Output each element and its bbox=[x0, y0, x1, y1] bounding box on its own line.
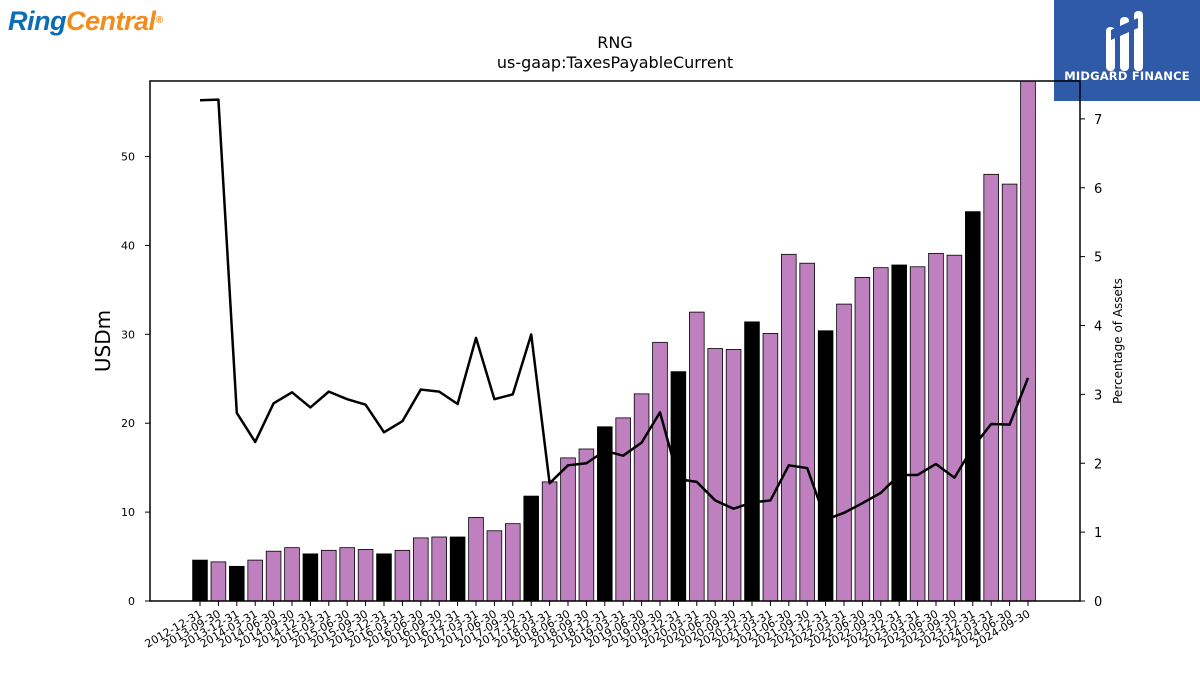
bar bbox=[615, 417, 631, 602]
bar bbox=[376, 553, 392, 602]
bar bbox=[909, 266, 926, 602]
bar bbox=[486, 530, 503, 602]
bar bbox=[1020, 80, 1036, 602]
y2-tick-label: 5 bbox=[1094, 251, 1102, 266]
y2-tick-label: 6 bbox=[1094, 182, 1102, 197]
x-axis: 2012-12-312013-09-302013-12-312014-03-31… bbox=[143, 601, 1033, 651]
y-axis-left: 0 10 20 30 40 50 bbox=[121, 151, 150, 608]
y-axis-label: USDm bbox=[91, 310, 115, 372]
chart-subtitle: us-gaap:TaxesPayableCurrent bbox=[497, 53, 733, 72]
y-tick-label: 40 bbox=[121, 239, 135, 252]
bar bbox=[744, 321, 760, 602]
y2-tick-label: 0 bbox=[1094, 595, 1102, 610]
bar bbox=[873, 267, 889, 602]
bar bbox=[781, 253, 797, 602]
y-tick-label: 0 bbox=[128, 595, 135, 608]
bar bbox=[983, 173, 999, 602]
y2-tick-label: 2 bbox=[1094, 457, 1102, 472]
y-axis-right: 0 1 2 3 4 5 6 7 bbox=[1080, 113, 1102, 610]
bar bbox=[468, 517, 484, 602]
bar bbox=[799, 262, 815, 602]
y2-tick-label: 7 bbox=[1094, 113, 1102, 128]
percentage-line bbox=[199, 98, 1030, 521]
bar bbox=[505, 523, 521, 602]
bar bbox=[321, 549, 337, 602]
bar bbox=[652, 341, 668, 602]
chart-title: RNG bbox=[597, 33, 632, 52]
y2-tick-label: 1 bbox=[1094, 526, 1102, 541]
bar bbox=[247, 559, 263, 602]
bar bbox=[357, 549, 374, 602]
bar bbox=[523, 495, 539, 602]
bar bbox=[707, 348, 723, 602]
bar bbox=[210, 561, 227, 602]
y-tick-label: 30 bbox=[121, 328, 135, 341]
bar bbox=[541, 481, 558, 602]
bar bbox=[946, 254, 963, 602]
bar bbox=[431, 536, 447, 602]
bar bbox=[302, 553, 319, 602]
bar bbox=[891, 264, 907, 602]
bar bbox=[284, 547, 300, 602]
bar bbox=[725, 349, 742, 602]
y2-tick-label: 4 bbox=[1094, 320, 1102, 335]
y2-tick-label: 3 bbox=[1094, 388, 1102, 403]
midgard-finance-text: MIDGARD FINANCE bbox=[1064, 69, 1190, 83]
bar bbox=[836, 303, 852, 602]
bar bbox=[817, 330, 834, 602]
bar bbox=[339, 547, 355, 602]
bar bbox=[854, 277, 871, 602]
bar bbox=[928, 253, 944, 602]
bar-series bbox=[192, 80, 1036, 602]
bar bbox=[578, 448, 595, 602]
bar bbox=[394, 549, 411, 602]
bar bbox=[689, 311, 705, 602]
bar bbox=[192, 559, 208, 602]
bar bbox=[1001, 183, 1018, 602]
ringcentral-logo: RingCentral® bbox=[8, 6, 163, 36]
y-tick-label: 10 bbox=[121, 506, 135, 519]
bar bbox=[670, 371, 687, 602]
midgard-m-icon bbox=[1106, 11, 1143, 71]
bar bbox=[265, 550, 282, 602]
bar bbox=[633, 393, 650, 602]
y-tick-label: 20 bbox=[121, 417, 135, 430]
line-series bbox=[199, 98, 1030, 521]
plot-frame bbox=[149, 80, 1081, 602]
bar bbox=[229, 565, 245, 602]
bar bbox=[965, 211, 981, 602]
midgard-finance-logo: MIDGARD FINANCE bbox=[1054, 0, 1200, 101]
bar bbox=[560, 457, 576, 602]
y2-axis-label: Percentage of Assets bbox=[1111, 278, 1125, 404]
bar bbox=[762, 333, 779, 602]
bar bbox=[413, 537, 429, 602]
y-tick-label: 50 bbox=[121, 151, 135, 164]
bar bbox=[449, 536, 466, 602]
